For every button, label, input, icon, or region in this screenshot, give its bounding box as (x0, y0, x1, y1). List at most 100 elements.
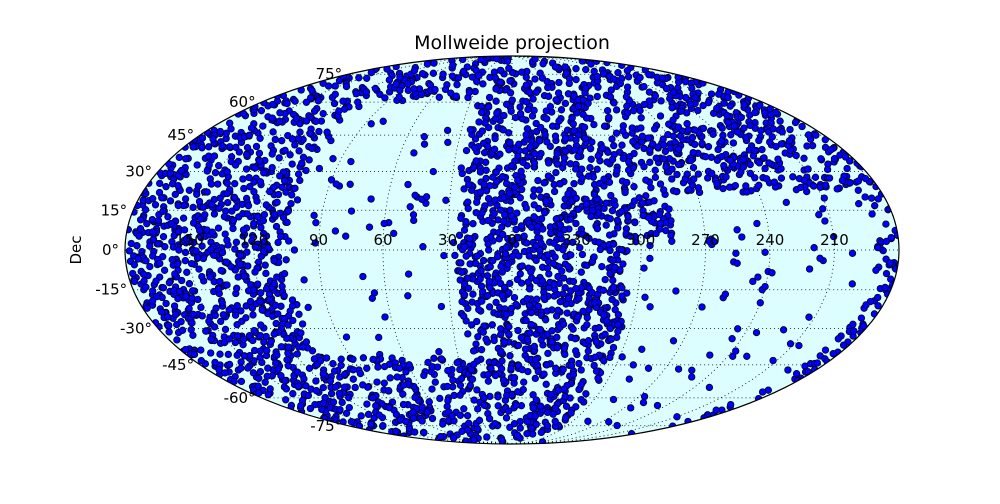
data-point (480, 149, 489, 157)
data-point (225, 335, 233, 343)
data-point (435, 348, 443, 356)
data-point (668, 165, 676, 173)
data-point (592, 367, 601, 375)
data-point (583, 314, 591, 322)
data-point (511, 183, 519, 191)
data-point (719, 184, 727, 193)
data-point (569, 325, 577, 333)
data-point (490, 145, 499, 153)
data-point (698, 303, 706, 311)
data-point (493, 253, 502, 261)
data-point (326, 377, 335, 385)
data-point (258, 306, 266, 314)
data-point (462, 218, 470, 226)
data-point (542, 316, 550, 324)
data-point (520, 378, 528, 386)
data-point (491, 371, 500, 380)
data-point (461, 243, 469, 251)
data-point (551, 253, 559, 261)
data-point (786, 125, 794, 134)
data-point (125, 226, 132, 234)
data-point (544, 349, 552, 358)
data-point (402, 417, 410, 426)
data-point (523, 430, 531, 438)
data-point (553, 344, 561, 352)
data-point (717, 137, 726, 145)
data-point (574, 313, 582, 321)
data-point (606, 324, 614, 333)
data-point (532, 355, 540, 363)
data-point (770, 178, 779, 186)
data-point (404, 270, 413, 278)
data-point (640, 392, 649, 401)
data-point (522, 81, 530, 89)
data-point (283, 99, 291, 108)
data-point (243, 210, 251, 218)
data-point (483, 433, 491, 441)
data-point (804, 165, 812, 173)
data-point (729, 139, 738, 147)
data-point (498, 268, 506, 276)
data-point (349, 375, 357, 383)
data-point (130, 261, 139, 269)
data-point (572, 136, 580, 144)
data-point (825, 174, 834, 182)
lon-gridline (511, 56, 706, 444)
data-point (732, 249, 740, 257)
data-point (218, 248, 227, 257)
data-point (614, 320, 622, 329)
data-point (742, 182, 750, 190)
data-point (254, 213, 262, 221)
data-point (521, 345, 530, 353)
data-point (757, 127, 765, 135)
data-point (286, 151, 294, 159)
data-point (280, 177, 289, 185)
data-point (331, 383, 340, 391)
data-point (526, 143, 534, 151)
data-point (507, 162, 516, 170)
data-point (769, 356, 777, 365)
data-point (506, 423, 514, 431)
data-point (345, 394, 353, 402)
data-point (527, 268, 535, 276)
data-point (712, 406, 720, 414)
data-point (619, 154, 627, 163)
data-point (531, 374, 539, 383)
data-point (813, 359, 821, 367)
data-point (477, 108, 486, 117)
data-point (758, 388, 767, 396)
data-point (214, 224, 223, 232)
data-point (411, 191, 419, 199)
data-point (253, 197, 261, 205)
data-point (523, 295, 531, 303)
data-point (630, 183, 638, 191)
data-point (497, 78, 505, 86)
data-point (609, 283, 618, 291)
data-point (166, 169, 174, 177)
data-point (302, 117, 311, 125)
data-point (419, 243, 427, 251)
data-point (281, 314, 289, 323)
data-point (179, 214, 188, 222)
data-point (639, 199, 647, 207)
data-point (484, 377, 493, 385)
data-point (380, 362, 389, 371)
data-point (562, 147, 570, 155)
data-point (662, 85, 671, 93)
data-point (761, 282, 769, 291)
data-point (554, 306, 562, 314)
data-point (656, 112, 665, 120)
data-point (284, 349, 292, 357)
data-point (240, 352, 249, 360)
data-point (171, 190, 179, 199)
data-point (296, 120, 304, 128)
data-point (233, 321, 241, 329)
data-point (874, 293, 882, 302)
lon-tick-label: 330 (562, 231, 591, 249)
data-point (256, 134, 264, 142)
data-point (283, 218, 291, 227)
lon-gridline (511, 56, 642, 444)
data-point (543, 138, 551, 146)
data-point (169, 287, 178, 295)
data-point (603, 107, 612, 115)
